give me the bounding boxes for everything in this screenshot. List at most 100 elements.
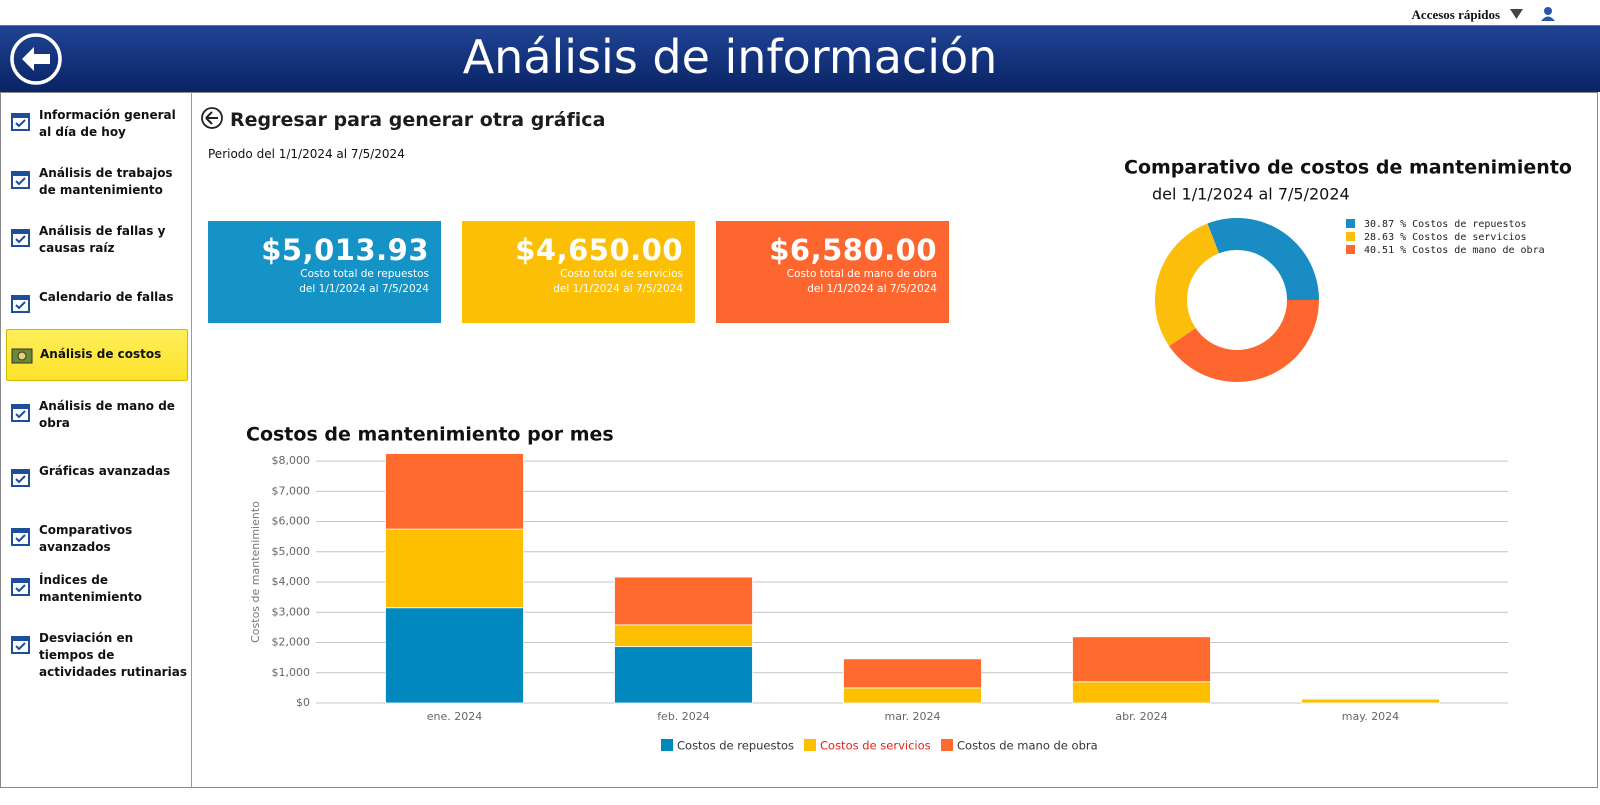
sidebar-icon [11,404,30,422]
legend-swatch [804,739,816,751]
chart-subtitle: del 1/1/2024 al 7/5/2024 [1152,185,1350,204]
sidebar-item[interactable]: Análisis de mano de obra [0,398,190,438]
sidebar-icon [11,229,30,247]
legend-entry: Costos de servicios [820,739,931,753]
legend-swatch [941,739,953,751]
back-link-text[interactable]: Regresar para generar otra gráfica [230,109,606,131]
y-tick-label: $2,000 [272,636,311,649]
top-bar: Accesos rápidos [0,0,1600,25]
sidebar-label: Desviación en tiempos de actividades rut… [39,631,187,679]
sidebar-icon [11,636,30,654]
bar-segment [1301,698,1440,704]
content-frame [0,92,1598,788]
chart-title: Comparativo de costos de mantenimiento [1124,157,1572,179]
kpi-card: $5,013.93 Costo total de repuestos del 1/1… [208,221,441,323]
bar-segment [614,646,753,704]
sidebar-label: Gráficas avanzadas [39,464,171,478]
bar-segment [385,607,524,704]
sidebar-item[interactable]: Gráficas avanzadas [0,463,190,503]
x-tick-label: feb. 2024 [657,710,710,723]
sidebar-icon [11,528,30,546]
chart-title: Costos de mantenimiento por mes [246,424,614,446]
legend-swatch [1346,219,1355,228]
y-tick-label: $8,000 [272,454,311,467]
x-tick-label: mar. 2024 [885,710,941,723]
donut-slice [1154,223,1219,347]
sidebar-item[interactable]: Desviación en tiempos de actividades rut… [0,630,190,679]
legend-value: 28.63 % [1364,232,1406,243]
bar-segment [1072,681,1211,704]
header-title: Análisis de información [462,30,998,84]
sidebar-icon [11,348,33,364]
sidebar-label: Análisis de fallas y causas raíz [39,224,166,255]
bar-segment [614,576,753,626]
sidebar-icon [11,469,30,487]
kpi-period: del 1/1/2024 al 7/5/2024 [807,283,937,295]
kpi-period: del 1/1/2024 al 7/5/2024 [553,283,683,295]
sidebar-icon [11,113,30,131]
bar-segment [843,658,982,689]
sidebar-item[interactable]: Información general al día de hoy [0,107,190,147]
kpi-label: Costo total de servicios [560,268,683,280]
kpi-value: $4,650.00 [515,233,683,267]
kpi-value: $6,580.00 [769,233,937,267]
back-icon[interactable] [200,106,224,130]
bar-segment [1072,636,1211,683]
legend-value: 30.87 % [1364,219,1406,230]
legend-name: Costos de servicios [1412,232,1526,243]
y-axis-label: Costos de mantenimiento [249,501,262,643]
sidebar-icon [11,171,30,189]
y-tick-label: $5,000 [272,545,311,558]
legend-name: Costos de repuestos [1412,219,1526,230]
user-icon[interactable] [1540,6,1556,22]
sidebar-item[interactable]: Calendario de fallas [0,289,190,329]
legend-entry: Costos de mano de obra [957,739,1098,753]
legend-entry: 40.51 % Costos de mano de obra [1364,245,1545,256]
x-tick-label: abr. 2024 [1115,710,1167,723]
legend-entry: 28.63 % Costos de servicios [1364,232,1527,243]
dropdown-arrow[interactable] [1510,9,1524,20]
sidebar-label: Índices de mantenimiento [39,573,142,604]
sidebar-item[interactable]: Análisis de costos [6,329,188,381]
y-tick-label: $6,000 [272,515,311,528]
kpi-label: Costo total de repuestos [300,268,429,280]
kpi-card: $6,580.00 Costo total de mano de obra del … [716,221,949,323]
legend-entry: 30.87 % Costos de repuestos [1364,219,1527,230]
kpi-period: del 1/1/2024 al 7/5/2024 [299,283,429,295]
sidebar-icon [11,578,30,596]
back-button[interactable] [8,31,64,87]
sidebar-label: Calendario de fallas [39,290,174,304]
legend-swatch [1346,245,1355,254]
legend-entry: Costos de repuestos [677,739,794,753]
bar-segment [385,453,524,530]
donut-slice [1207,218,1319,300]
sidebar-item[interactable]: Análisis de fallas y causas raíz [0,223,190,263]
header: Análisis de información [0,25,1600,92]
kpi-value: $5,013.93 [261,233,429,267]
kpi-label: Costo total de mano de obra [786,268,937,280]
sidebar-item[interactable]: Análisis de trabajos de mantenimiento [0,165,190,205]
legend-swatch [1346,232,1355,241]
y-tick-label: $7,000 [272,484,311,497]
sidebar-label: Comparativos avanzados [39,523,133,554]
period: Periodo del 1/1/2024 al 7/5/2024 [208,147,405,161]
quick-access[interactable]: Accesos rápidos [1411,7,1500,22]
sidebar-icon [11,295,30,313]
sidebar-label: Análisis de costos [40,347,162,361]
donut-slice [1169,300,1319,383]
kpi-card: $4,650.00 Costo total de servicios del 1/1… [462,221,695,323]
x-tick-label: may. 2024 [1342,710,1399,723]
y-tick-label: $4,000 [272,575,311,588]
sidebar-item[interactable]: Comparativos avanzados [0,522,190,562]
y-tick-label: $0 [296,696,310,709]
back-link[interactable]: Regresar para generar otra gráfica [200,106,605,131]
sidebar-item[interactable]: Índices de mantenimiento [0,572,190,612]
bar-segment [843,687,982,704]
bar-segment [385,528,524,609]
sidebar: Información general al día de hoy Análisi… [0,92,192,788]
y-tick-label: $1,000 [272,666,311,679]
sidebar-label: Análisis de trabajos de mantenimiento [39,166,173,197]
legend-value: 40.51 % [1364,245,1406,256]
